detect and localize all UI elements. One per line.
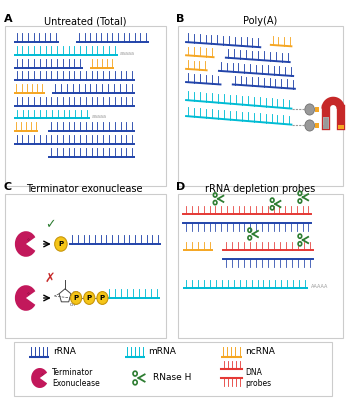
Text: P: P: [100, 295, 105, 301]
Text: rRNA depletion probes: rRNA depletion probes: [205, 184, 315, 194]
Text: Terminator exonuclease: Terminator exonuclease: [27, 184, 143, 194]
Text: P: P: [74, 295, 79, 301]
Circle shape: [55, 237, 67, 251]
Text: P: P: [58, 241, 63, 247]
Text: OH: OH: [70, 303, 76, 307]
Wedge shape: [15, 285, 35, 311]
Text: rRNA: rRNA: [53, 347, 76, 356]
Text: C: C: [3, 182, 11, 192]
Text: mRNA: mRNA: [148, 347, 176, 356]
Text: aaaaa: aaaaa: [119, 51, 134, 56]
Text: ✗: ✗: [45, 272, 55, 285]
Text: ncRNA: ncRNA: [245, 347, 275, 356]
Circle shape: [305, 120, 315, 131]
FancyBboxPatch shape: [5, 26, 166, 186]
Text: AAAAA: AAAAA: [311, 284, 328, 289]
Text: DNA
probes: DNA probes: [246, 368, 272, 388]
FancyBboxPatch shape: [14, 342, 332, 396]
FancyBboxPatch shape: [178, 26, 343, 186]
Text: aaaaa: aaaaa: [92, 114, 107, 119]
FancyBboxPatch shape: [5, 194, 166, 338]
Text: P: P: [87, 295, 92, 301]
Circle shape: [84, 292, 95, 304]
Bar: [338, 125, 344, 129]
Bar: [315, 123, 319, 128]
Text: Terminator
Exonuclease: Terminator Exonuclease: [52, 368, 100, 388]
Text: B: B: [176, 14, 185, 24]
Bar: [323, 125, 328, 129]
Text: RNase H: RNase H: [153, 374, 192, 382]
Circle shape: [71, 292, 82, 304]
Text: Poly(A): Poly(A): [243, 16, 277, 26]
Circle shape: [97, 292, 108, 304]
Text: A: A: [3, 14, 12, 24]
Bar: [315, 107, 319, 112]
Text: D: D: [176, 182, 186, 192]
Text: ✓: ✓: [45, 218, 55, 231]
Text: OH: OH: [73, 291, 79, 295]
Wedge shape: [15, 231, 35, 257]
Wedge shape: [31, 368, 47, 388]
FancyBboxPatch shape: [178, 194, 343, 338]
Circle shape: [305, 104, 315, 115]
Text: Untreated (Total): Untreated (Total): [44, 16, 126, 26]
